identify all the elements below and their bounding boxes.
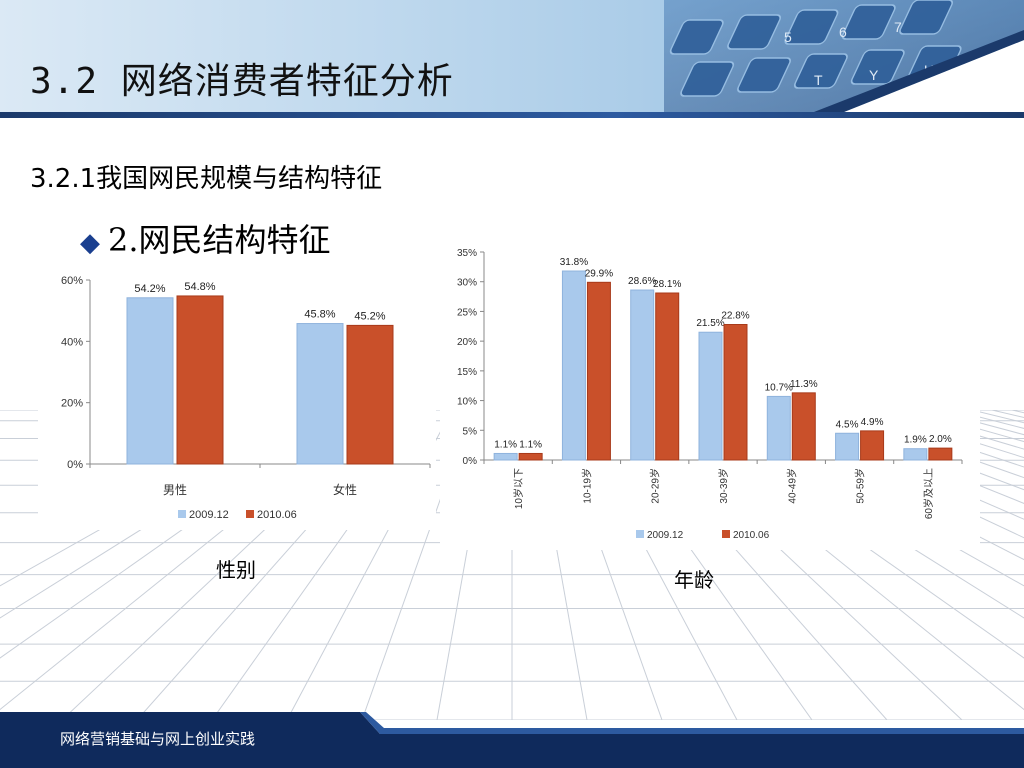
bar-2009.12-男性 [126, 297, 174, 465]
data-label: 4.9% [861, 417, 884, 428]
y-tick-label: 0% [463, 456, 478, 467]
svg-text:7: 7 [894, 19, 902, 35]
slide-title: 3.2 网络消费者特征分析 [30, 61, 454, 102]
legend-label: 2009.12 [647, 530, 684, 541]
age-bar-chart: 0% 5% 10% 15% 20% 25% 30% 35% 1.1% 1.1% 10岁以下 31.8%… [457, 248, 963, 541]
y-tick-label: 25% [457, 307, 477, 318]
x-tick-label: 30-39岁 [717, 468, 730, 504]
y-tick-label: 40% [61, 336, 83, 348]
x-tick-label: 10-19岁 [580, 468, 593, 504]
data-label: 1.9% [904, 435, 927, 446]
bar-2009.12-10-19岁 [561, 270, 586, 461]
data-label: 31.8% [560, 257, 588, 268]
y-tick-label: 20% [61, 398, 83, 410]
keyboard-image: 56 7T YU [664, 0, 1024, 112]
data-label: 54.2% [134, 283, 165, 295]
bullet-text: 2.网民结构特征 [108, 221, 331, 259]
gender-caption: 性别 [216, 558, 256, 582]
bar-2010.06-50-59岁 [860, 430, 885, 461]
data-label: 10.7% [765, 382, 793, 393]
age-chart: 0% 5% 10% 15% 20% 25% 30% 35% 1.1% 1.1% 10岁以下 31.8%… [440, 240, 980, 550]
header-divider [0, 112, 1024, 118]
svg-text:Y: Y [869, 67, 879, 83]
bar-2009.12-60岁及以上 [903, 448, 928, 461]
y-tick-label: 15% [457, 367, 477, 378]
data-label: 28.1% [653, 279, 681, 290]
bar-2010.06-10岁以下 [518, 452, 543, 461]
x-tick-label: 40-49岁 [785, 468, 798, 504]
svg-text:T: T [814, 72, 823, 88]
data-label: 28.6% [628, 276, 656, 287]
legend-label: 2010.06 [257, 509, 297, 521]
bar-2009.12-50-59岁 [835, 432, 860, 461]
y-tick-label: 60% [61, 275, 83, 287]
header-banner: 56 7T YU [0, 0, 1024, 112]
bar-2010.06-10-19岁 [586, 281, 611, 461]
bar-2010.06-60岁及以上 [928, 447, 953, 461]
bar-2009.12-30-39岁 [698, 331, 723, 461]
svg-text:6: 6 [839, 24, 847, 40]
data-label: 54.8% [184, 281, 215, 293]
bar-2010.06-男性 [176, 295, 224, 465]
data-label: 11.3% [790, 379, 818, 390]
x-tick-label: 女性 [333, 482, 357, 497]
footer-text: 网络营销基础与网上创业实践 [60, 730, 256, 748]
diamond-icon: ◆ [80, 228, 100, 258]
y-tick-label: 20% [457, 337, 477, 348]
data-label: 1.1% [519, 439, 542, 450]
section-subtitle: 3.2.1我国网民规模与结构特征 [30, 164, 383, 194]
x-tick-label: 男性 [163, 483, 187, 497]
y-tick-label: 0% [67, 459, 83, 471]
legend-swatch [246, 510, 254, 518]
x-tick-label: 60岁及以上 [922, 468, 935, 519]
y-tick-label: 5% [463, 426, 478, 437]
svg-text:5: 5 [784, 29, 792, 45]
data-label: 29.9% [585, 268, 613, 279]
footer-banner [0, 712, 1024, 768]
x-tick-label: 50-59岁 [854, 468, 867, 504]
y-tick-label: 30% [457, 278, 477, 289]
bullet-item: ◆ 2.网民结构特征 [80, 215, 331, 261]
gender-chart: 0% 20% 40% 60% 54.2% 54.8% 男性 45.8% 45.2% 女性 2009.… [38, 262, 436, 530]
y-tick-label: 10% [457, 397, 477, 408]
legend-swatch [722, 530, 730, 538]
legend-swatch [636, 530, 644, 538]
x-tick-label: 20-29岁 [649, 468, 662, 504]
bar-2009.12-40-49岁 [766, 395, 791, 461]
data-label: 22.8% [721, 311, 749, 322]
bar-2010.06-女性 [346, 324, 394, 465]
legend-label: 2010.06 [733, 530, 770, 541]
x-tick-label: 10岁以下 [512, 468, 525, 509]
age-caption: 年龄 [674, 568, 714, 592]
data-label: 21.5% [696, 318, 724, 329]
legend-label: 2009.12 [189, 509, 229, 521]
bar-2009.12-20-29岁 [630, 289, 655, 461]
bar-2009.12-女性 [296, 323, 344, 465]
legend-swatch [178, 510, 186, 518]
bar-2010.06-40-49岁 [791, 392, 816, 461]
y-tick-label: 35% [457, 248, 477, 259]
bar-2010.06-20-29岁 [655, 292, 680, 461]
bar-2009.12-10岁以下 [493, 452, 518, 461]
data-label: 2.0% [929, 434, 952, 445]
data-label: 45.8% [304, 309, 335, 321]
data-label: 4.5% [836, 419, 859, 430]
bar-2010.06-30-39岁 [723, 324, 748, 461]
gender-bar-chart: 0% 20% 40% 60% 54.2% 54.8% 男性 45.8% 45.2% 女性 2009.… [61, 275, 431, 521]
data-label: 1.1% [494, 439, 517, 450]
data-label: 45.2% [354, 310, 385, 322]
